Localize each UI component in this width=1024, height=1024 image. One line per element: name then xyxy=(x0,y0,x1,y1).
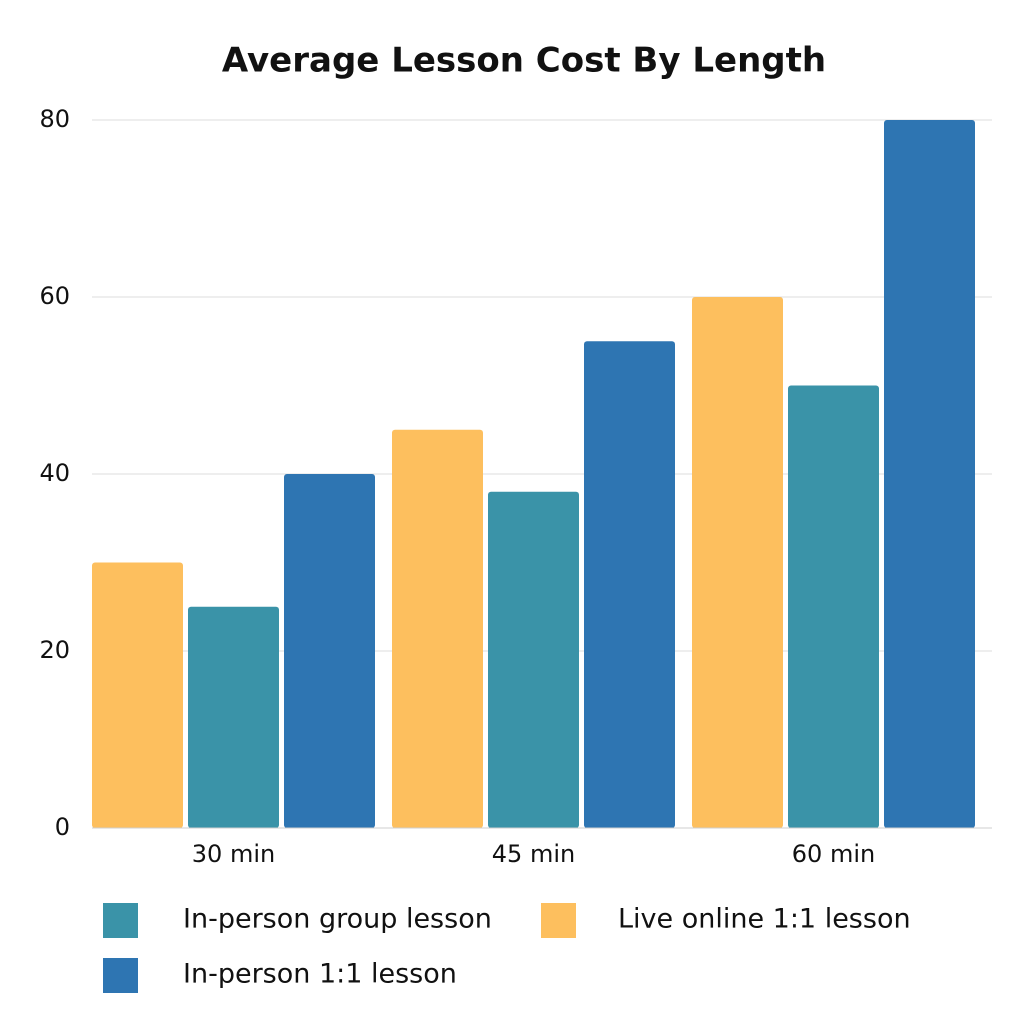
x-tick-label: 30 min xyxy=(192,840,275,868)
bar xyxy=(692,297,783,828)
bar xyxy=(584,341,675,828)
legend-swatch xyxy=(103,903,138,938)
y-tick-label: 80 xyxy=(39,105,70,133)
chart-title: Average Lesson Cost By Length xyxy=(222,41,826,81)
x-tick-label: 45 min xyxy=(492,840,575,868)
y-tick-label: 20 xyxy=(39,636,70,664)
legend-swatch xyxy=(103,958,138,993)
bar xyxy=(884,120,975,828)
bar xyxy=(392,429,483,828)
bar xyxy=(284,474,375,828)
x-tick-label: 60 min xyxy=(792,840,875,868)
bar xyxy=(788,385,879,828)
y-tick-label: 40 xyxy=(39,459,70,487)
y-tick-label: 0 xyxy=(55,813,70,841)
bar xyxy=(488,491,579,828)
bar xyxy=(188,606,279,828)
legend-label: In-person group lesson xyxy=(183,904,492,935)
legend-swatch xyxy=(541,903,576,938)
y-tick-label: 60 xyxy=(39,282,70,310)
legend-label: In-person 1:1 lesson xyxy=(183,959,457,990)
bar xyxy=(92,562,183,828)
legend-label: Live online 1:1 lesson xyxy=(618,904,911,935)
